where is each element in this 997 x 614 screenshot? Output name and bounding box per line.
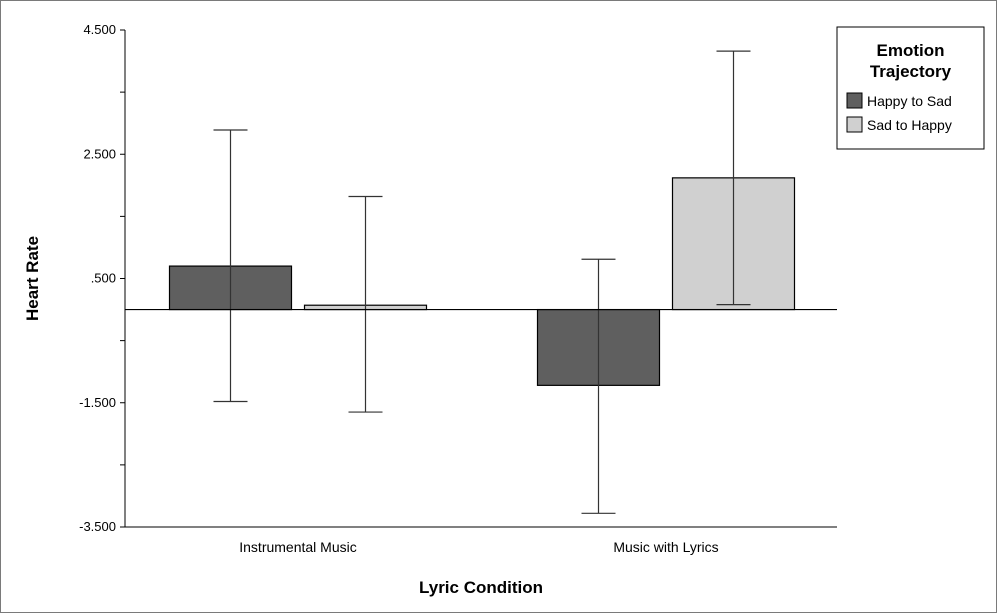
y-tick-label: -3.500 (79, 519, 116, 534)
x-tick-label: Music with Lyrics (613, 539, 718, 555)
x-axis-title: Lyric Condition (419, 578, 543, 597)
y-tick-label: .500 (91, 271, 116, 286)
x-tick-labels: Instrumental Music Music with Lyrics (239, 539, 718, 555)
y-tick-label: 4.500 (83, 22, 116, 37)
y-ticks: -3.500 -1.500 .500 2.500 4.500 (79, 22, 125, 534)
legend-title: Emotion (877, 41, 945, 60)
error-bars (213, 50, 751, 514)
legend-label: Sad to Happy (867, 117, 952, 133)
y-axis-title: Heart Rate (23, 236, 42, 321)
y-tick-label: -1.500 (79, 395, 116, 410)
x-tick-label: Instrumental Music (239, 539, 356, 555)
legend-swatch (846, 116, 863, 133)
bars (168, 177, 796, 386)
legend: Emotion Trajectory Happy to Sad Sad to Happ… (836, 26, 985, 150)
y-tick-label: 2.500 (83, 146, 116, 161)
legend-swatch (846, 92, 863, 109)
legend-title: Trajectory (870, 62, 952, 81)
legend-label: Happy to Sad (867, 93, 952, 109)
